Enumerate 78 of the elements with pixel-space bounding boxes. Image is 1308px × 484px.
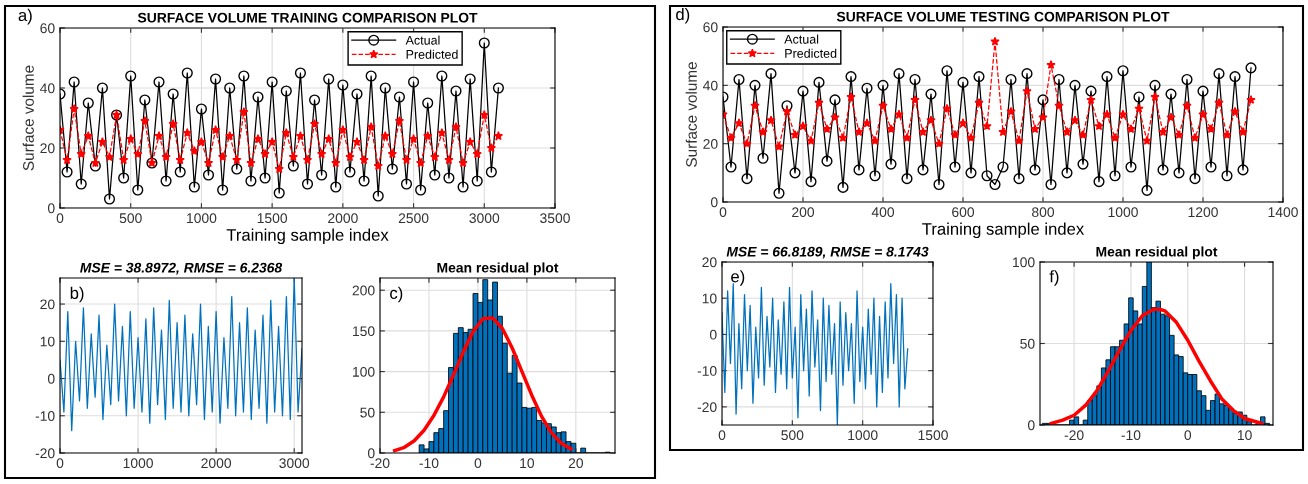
x-tick-label: 2000 <box>201 458 232 469</box>
annotation: b) <box>70 286 84 303</box>
x-tick-label: -20 <box>370 458 390 469</box>
y-tick-label: 10 <box>40 336 55 347</box>
x-axis-title: Training sample index <box>922 222 1085 239</box>
x-tick-label: 1400 <box>1268 207 1298 218</box>
x-tick-label: 800 <box>1032 207 1055 218</box>
x-tick-label: 2000 <box>328 213 358 224</box>
x-tick-label: -20 <box>1064 430 1084 441</box>
y-axis-title: Surface volume <box>22 65 34 171</box>
y-tick-label: 50 <box>1020 338 1035 349</box>
chart-title: SURFACE VOLUME TRAINING COMPARISON PLOT <box>137 12 478 23</box>
x-tick-label: -10 <box>419 458 439 469</box>
x-tick-label: 1000 <box>848 430 878 441</box>
y-tick-label: 50 <box>360 407 375 418</box>
x-tick-label: 1000 <box>1108 207 1138 218</box>
x-tick-label: 200 <box>792 207 815 218</box>
x-tick-label: 1500 <box>918 430 948 441</box>
legend-label: Predicted <box>406 49 458 59</box>
x-tick-label: 0 <box>718 430 726 441</box>
y-tick-label: 60 <box>703 22 718 33</box>
x-tick-label: 0 <box>1184 430 1192 441</box>
y-axis-title: Surface volume <box>685 62 697 167</box>
x-tick-label: 1500 <box>257 213 288 224</box>
y-tick-label: 0 <box>1027 420 1035 431</box>
annotation: f) <box>1049 270 1059 286</box>
x-tick-label: 10 <box>1237 430 1252 441</box>
y-tick-label: 20 <box>702 257 717 268</box>
x-tick-label: 0 <box>56 213 64 224</box>
legend-label: Actual <box>784 34 819 44</box>
x-tick-label: 2500 <box>398 213 429 224</box>
y-tick-label: 60 <box>40 23 55 34</box>
y-tick-label: 20 <box>40 143 55 154</box>
text: a) <box>18 8 32 25</box>
annotation: e) <box>731 270 745 286</box>
x-tick-label: 0 <box>719 207 727 218</box>
y-tick-label: -10 <box>697 366 717 376</box>
x-tick-label: 600 <box>952 207 975 218</box>
x-tick-label: 400 <box>871 207 895 218</box>
y-tick-label: 200 <box>352 285 375 296</box>
chart-title: Mean residual plot <box>437 262 559 276</box>
y-tick-label: 100 <box>1013 257 1035 268</box>
x-tick-label: 0 <box>56 458 64 469</box>
y-tick-label: -10 <box>35 411 55 421</box>
x-tick-label: 3000 <box>279 458 310 469</box>
x-tick-label: 3500 <box>540 213 570 224</box>
x-tick-label: 1000 <box>123 458 153 469</box>
y-tick-label: 150 <box>353 326 375 337</box>
text: d) <box>676 7 690 24</box>
y-tick-label: 0 <box>367 448 375 459</box>
x-tick-label: 3000 <box>469 213 500 224</box>
x-axis-title: Training sample index <box>226 228 389 245</box>
y-tick-label: 20 <box>40 299 55 310</box>
y-tick-label: 0 <box>709 329 717 340</box>
x-tick-label: 1000 <box>187 213 217 224</box>
chart-title: MSE = 66.8189, RMSE = 8.1743 <box>726 246 929 259</box>
x-tick-label: 500 <box>119 213 142 224</box>
y-tick-label: 0 <box>47 373 55 384</box>
annotation: c) <box>390 286 403 303</box>
legend-label: Actual <box>405 35 440 45</box>
y-tick-label: 100 <box>353 366 375 377</box>
y-tick-label: 40 <box>40 83 55 94</box>
x-tick-label: 500 <box>781 430 804 441</box>
chart-title: MSE = 38.8972, RMSE = 6.2368 <box>80 262 283 275</box>
y-tick-label: -20 <box>697 402 717 413</box>
y-tick-label: 20 <box>703 139 718 149</box>
x-tick-label: -10 <box>1121 430 1141 441</box>
x-tick-label: 10 <box>520 458 535 469</box>
y-tick-label: 0 <box>710 197 718 208</box>
y-tick-label: 40 <box>703 80 718 91</box>
x-tick-label: 20 <box>568 458 584 469</box>
legend-label: Predicted <box>785 48 837 58</box>
chart-title: SURFACE VOLUME TESTING COMPARISON PLOT <box>836 11 1170 22</box>
x-tick-label: 1200 <box>1188 207 1218 218</box>
y-tick-label: -20 <box>35 448 55 459</box>
y-tick-label: 10 <box>702 293 717 304</box>
chart-title: Mean residual plot <box>1096 246 1218 260</box>
x-tick-label: 0 <box>474 458 482 469</box>
